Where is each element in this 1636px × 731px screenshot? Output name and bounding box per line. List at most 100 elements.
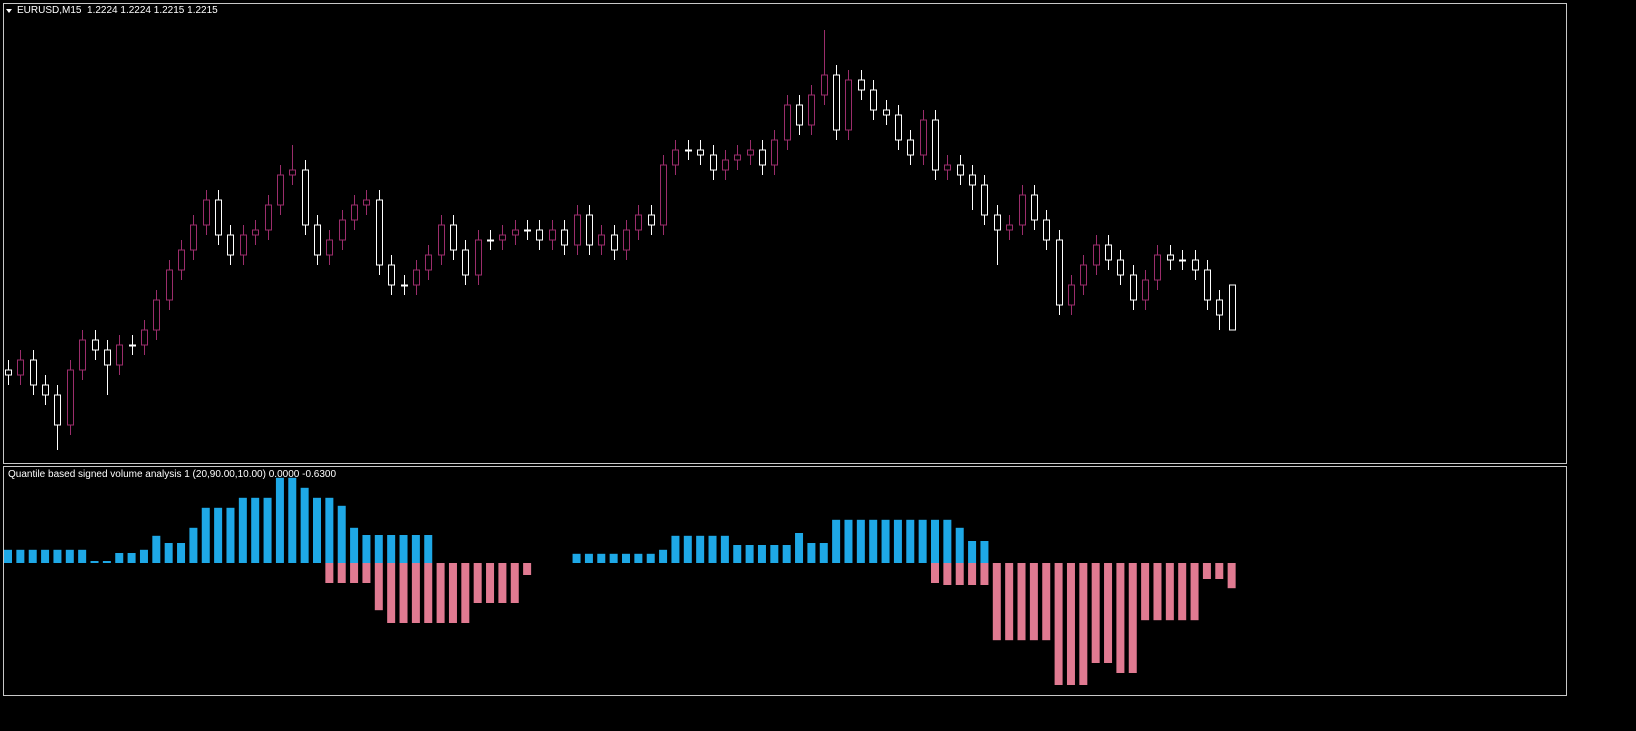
candle-body (462, 249, 469, 276)
histogram-bar (745, 545, 754, 563)
candle-body (190, 224, 197, 251)
histogram-bar (436, 563, 445, 623)
histogram-bar (313, 497, 321, 563)
candle-body (314, 224, 321, 256)
histogram-bar (597, 553, 606, 563)
histogram-bar (374, 563, 383, 611)
histogram-bar (770, 545, 779, 563)
histogram-bar (584, 553, 593, 563)
histogram-bar (424, 535, 433, 563)
buffer-value: 0.0000 (268, 469, 300, 480)
histogram-bar (1165, 563, 1174, 621)
histogram-bar (708, 535, 717, 563)
histogram-bar (53, 549, 62, 563)
candle-body (821, 74, 828, 96)
candle-body (351, 204, 358, 221)
candle-body (549, 229, 556, 241)
indicator-title: Quantile based signed volume analysis 1 … (8, 469, 266, 480)
histogram-bar (1054, 563, 1063, 685)
symbol-menu-arrow[interactable] (6, 9, 12, 13)
candle-body (104, 349, 111, 366)
histogram-bar (968, 541, 977, 563)
candle-body (129, 344, 136, 347)
histogram-bar (572, 553, 581, 563)
candle-body (1154, 254, 1161, 281)
histogram-bar (795, 533, 804, 563)
histogram-bar (461, 563, 470, 623)
histogram-bar (300, 487, 309, 563)
candle-body (1204, 269, 1211, 301)
candle-body (1019, 194, 1026, 226)
candle-body (227, 234, 234, 256)
histogram-bar (1227, 563, 1236, 589)
histogram-bar (968, 563, 977, 585)
candle-body (1179, 259, 1186, 262)
histogram-bar (387, 535, 396, 563)
histogram-bar (683, 535, 692, 563)
histogram-bar (498, 563, 507, 603)
candle-body (524, 229, 531, 232)
histogram-bar (819, 543, 828, 563)
candle-body (413, 269, 420, 286)
candle-body (512, 229, 519, 236)
histogram-bar (337, 563, 346, 583)
candle-body (994, 214, 1001, 231)
histogram-bar (399, 563, 408, 623)
open-value: 1.2224 (87, 5, 118, 16)
candle-body (153, 299, 160, 331)
candle-body (326, 239, 333, 256)
histogram-bar (28, 549, 37, 563)
histogram-bar (523, 563, 532, 575)
candle-body (388, 264, 395, 286)
histogram-bar (288, 477, 297, 563)
candle-body (92, 339, 99, 351)
histogram-bar (362, 535, 371, 563)
candle-body (833, 74, 840, 131)
candle-body (1080, 264, 1087, 286)
histogram-bar (1104, 563, 1113, 663)
histogram-bar (189, 527, 198, 563)
candle-body (845, 79, 852, 131)
candle-body (771, 139, 778, 166)
histogram-bar (881, 519, 890, 563)
candle-body (30, 359, 37, 386)
histogram-bar (844, 519, 853, 563)
histogram-bar (387, 563, 396, 623)
candle-body (710, 154, 717, 171)
candle-body (277, 174, 284, 206)
histogram-bar (1005, 563, 1014, 641)
candle-body (920, 119, 927, 156)
candle-body (1068, 284, 1075, 306)
histogram-bar (931, 563, 939, 583)
buffer-value: -0.6300 (302, 469, 337, 480)
histogram-bar (374, 535, 383, 563)
histogram-bar (1116, 563, 1125, 673)
candle-body (438, 224, 445, 256)
candle-body (79, 339, 86, 371)
histogram-bar (671, 535, 680, 563)
price-panel (3, 3, 1567, 464)
histogram-bar (1190, 563, 1199, 621)
histogram-bar (424, 563, 433, 623)
histogram-bar (164, 543, 173, 563)
candle-body (1056, 239, 1063, 306)
price-header: EURUSD,M15 1.2224 1.2224 1.2215 1.2215 (17, 5, 218, 16)
histogram-bar (943, 563, 952, 585)
candle-body (1117, 259, 1124, 276)
histogram-bar (127, 553, 136, 563)
histogram-bar (918, 519, 927, 563)
histogram-bar (646, 553, 655, 563)
candle-body (623, 229, 630, 251)
candle-body (883, 109, 890, 116)
candle-body (944, 164, 951, 171)
histogram-bar (1153, 563, 1162, 621)
candle-body (574, 214, 581, 246)
candle-body (932, 119, 939, 171)
indicator-panel (3, 466, 1567, 696)
histogram-bar (1141, 563, 1150, 621)
candle-body (1105, 244, 1112, 261)
candle-body (1229, 284, 1236, 331)
histogram-bar (782, 545, 791, 563)
histogram-bar (1128, 563, 1137, 673)
histogram-bar (720, 535, 729, 563)
